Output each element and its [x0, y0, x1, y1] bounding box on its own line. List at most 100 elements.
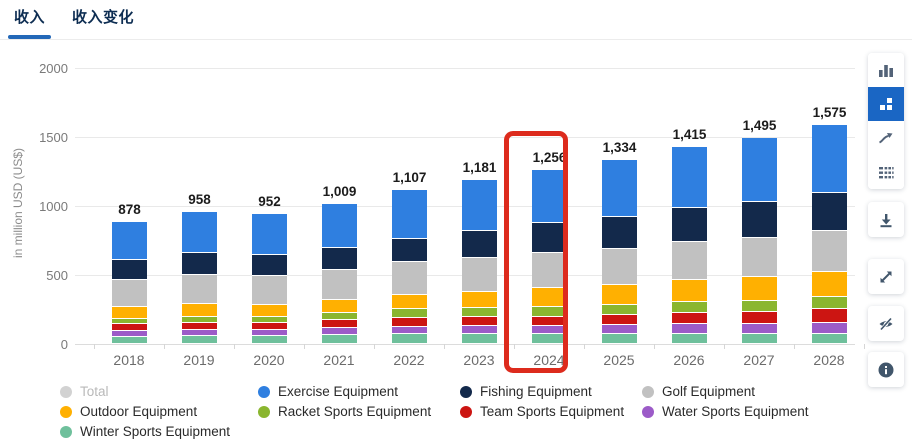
- segment-racket-sports-equipment-2023[interactable]: [461, 307, 497, 316]
- segment-fishing-equipment-2028[interactable]: [811, 192, 847, 230]
- legend-item-racket-sports-equipment[interactable]: Racket Sports Equipment: [258, 404, 460, 419]
- segment-golf-equipment-2025[interactable]: [601, 248, 637, 284]
- segment-golf-equipment-2023[interactable]: [461, 257, 497, 291]
- segment-team-sports-equipment-2021[interactable]: [321, 319, 357, 327]
- segment-fishing-equipment-2019[interactable]: [181, 252, 217, 274]
- segment-golf-equipment-2018[interactable]: [111, 279, 147, 306]
- segment-water-sports-equipment-2024[interactable]: [531, 325, 567, 333]
- segment-water-sports-equipment-2026[interactable]: [671, 323, 707, 333]
- segment-golf-equipment-2020[interactable]: [251, 275, 287, 304]
- segment-winter-sports-equipment-2021[interactable]: [321, 334, 357, 343]
- segment-team-sports-equipment-2027[interactable]: [741, 311, 777, 323]
- segment-water-sports-equipment-2027[interactable]: [741, 323, 777, 333]
- segment-water-sports-equipment-2023[interactable]: [461, 325, 497, 333]
- segment-outdoor-equipment-2022[interactable]: [391, 294, 427, 308]
- segment-water-sports-equipment-2025[interactable]: [601, 324, 637, 333]
- line-chart-button[interactable]: [868, 121, 904, 155]
- segment-winter-sports-equipment-2028[interactable]: [811, 333, 847, 343]
- tab-revenue[interactable]: 收入: [7, 6, 52, 39]
- segment-racket-sports-equipment-2020[interactable]: [251, 316, 287, 322]
- segment-water-sports-equipment-2028[interactable]: [811, 322, 847, 333]
- segment-outdoor-equipment-2028[interactable]: [811, 271, 847, 296]
- legend-item-golf-equipment[interactable]: Golf Equipment: [642, 384, 809, 399]
- segment-racket-sports-equipment-2021[interactable]: [321, 312, 357, 319]
- segment-racket-sports-equipment-2025[interactable]: [601, 304, 637, 314]
- segment-outdoor-equipment-2019[interactable]: [181, 303, 217, 316]
- segment-winter-sports-equipment-2027[interactable]: [741, 333, 777, 343]
- segment-team-sports-equipment-2025[interactable]: [601, 314, 637, 324]
- segment-racket-sports-equipment-2024[interactable]: [531, 306, 567, 316]
- stacked-bar-2022[interactable]: 1,107: [391, 170, 427, 343]
- segment-fishing-equipment-2024[interactable]: [531, 222, 567, 252]
- legend-item-winter-sports-equipment[interactable]: Winter Sports Equipment: [60, 424, 258, 439]
- segment-golf-equipment-2019[interactable]: [181, 274, 217, 303]
- stacked-bar-2023[interactable]: 1,181: [461, 160, 497, 343]
- stacked-bar-2019[interactable]: 958: [181, 192, 217, 343]
- segment-racket-sports-equipment-2022[interactable]: [391, 308, 427, 317]
- segment-golf-equipment-2027[interactable]: [741, 237, 777, 276]
- segment-exercise-equipment-2025[interactable]: [601, 160, 637, 216]
- legend-item-exercise-equipment[interactable]: Exercise Equipment: [258, 384, 460, 399]
- segment-water-sports-equipment-2022[interactable]: [391, 326, 427, 333]
- segment-outdoor-equipment-2021[interactable]: [321, 299, 357, 312]
- segment-exercise-equipment-2027[interactable]: [741, 138, 777, 201]
- segment-fishing-equipment-2021[interactable]: [321, 247, 357, 269]
- table-view-button[interactable]: [868, 155, 904, 189]
- segment-fishing-equipment-2026[interactable]: [671, 207, 707, 241]
- segment-water-sports-equipment-2021[interactable]: [321, 327, 357, 334]
- segment-fishing-equipment-2023[interactable]: [461, 230, 497, 257]
- segment-outdoor-equipment-2027[interactable]: [741, 276, 777, 300]
- fullscreen-button[interactable]: [868, 259, 904, 294]
- segment-fishing-equipment-2020[interactable]: [251, 254, 287, 275]
- stacked-bar-2027[interactable]: 1,495: [741, 118, 777, 343]
- segment-team-sports-equipment-2026[interactable]: [671, 312, 707, 323]
- segment-racket-sports-equipment-2028[interactable]: [811, 296, 847, 308]
- segment-winter-sports-equipment-2018[interactable]: [111, 336, 147, 343]
- segment-outdoor-equipment-2024[interactable]: [531, 287, 567, 306]
- stacked-bar-2024[interactable]: 1,256: [531, 150, 567, 343]
- segment-winter-sports-equipment-2023[interactable]: [461, 333, 497, 343]
- segment-team-sports-equipment-2028[interactable]: [811, 308, 847, 322]
- segment-racket-sports-equipment-2027[interactable]: [741, 300, 777, 311]
- legend-item-total[interactable]: Total: [60, 384, 258, 399]
- segment-racket-sports-equipment-2018[interactable]: [111, 318, 147, 323]
- segment-winter-sports-equipment-2026[interactable]: [671, 333, 707, 343]
- stacked-bar-2018[interactable]: 878: [111, 202, 147, 343]
- segment-exercise-equipment-2021[interactable]: [321, 204, 357, 247]
- segment-winter-sports-equipment-2024[interactable]: [531, 333, 567, 343]
- segment-team-sports-equipment-2020[interactable]: [251, 322, 287, 329]
- segment-exercise-equipment-2020[interactable]: [251, 214, 287, 254]
- segment-water-sports-equipment-2018[interactable]: [111, 330, 147, 336]
- segment-fishing-equipment-2025[interactable]: [601, 216, 637, 248]
- segment-team-sports-equipment-2023[interactable]: [461, 316, 497, 325]
- stacked-bar-2026[interactable]: 1,415: [671, 127, 707, 343]
- segment-golf-equipment-2028[interactable]: [811, 230, 847, 271]
- legend-item-water-sports-equipment[interactable]: Water Sports Equipment: [642, 404, 809, 419]
- segment-winter-sports-equipment-2019[interactable]: [181, 335, 217, 343]
- hide-button[interactable]: [868, 306, 904, 341]
- segment-outdoor-equipment-2023[interactable]: [461, 291, 497, 307]
- segment-winter-sports-equipment-2025[interactable]: [601, 333, 637, 343]
- stacked-bar-2020[interactable]: 952: [251, 194, 287, 343]
- segment-exercise-equipment-2026[interactable]: [671, 147, 707, 207]
- segment-exercise-equipment-2019[interactable]: [181, 212, 217, 252]
- segment-exercise-equipment-2023[interactable]: [461, 180, 497, 230]
- segment-outdoor-equipment-2018[interactable]: [111, 306, 147, 318]
- segment-fishing-equipment-2018[interactable]: [111, 259, 147, 279]
- segment-racket-sports-equipment-2019[interactable]: [181, 316, 217, 322]
- segment-fishing-equipment-2022[interactable]: [391, 238, 427, 261]
- legend-item-fishing-equipment[interactable]: Fishing Equipment: [460, 384, 642, 399]
- segment-exercise-equipment-2018[interactable]: [111, 222, 147, 259]
- segment-outdoor-equipment-2025[interactable]: [601, 284, 637, 304]
- segment-golf-equipment-2022[interactable]: [391, 261, 427, 294]
- legend-item-team-sports-equipment[interactable]: Team Sports Equipment: [460, 404, 642, 419]
- segment-water-sports-equipment-2019[interactable]: [181, 329, 217, 335]
- segment-winter-sports-equipment-2020[interactable]: [251, 335, 287, 343]
- legend-item-outdoor-equipment[interactable]: Outdoor Equipment: [60, 404, 258, 419]
- tab-revenue-change[interactable]: 收入变化: [72, 9, 135, 26]
- segment-winter-sports-equipment-2022[interactable]: [391, 333, 427, 343]
- segment-exercise-equipment-2024[interactable]: [531, 170, 567, 222]
- segment-outdoor-equipment-2020[interactable]: [251, 304, 287, 316]
- segment-outdoor-equipment-2026[interactable]: [671, 279, 707, 301]
- segment-exercise-equipment-2028[interactable]: [811, 125, 847, 192]
